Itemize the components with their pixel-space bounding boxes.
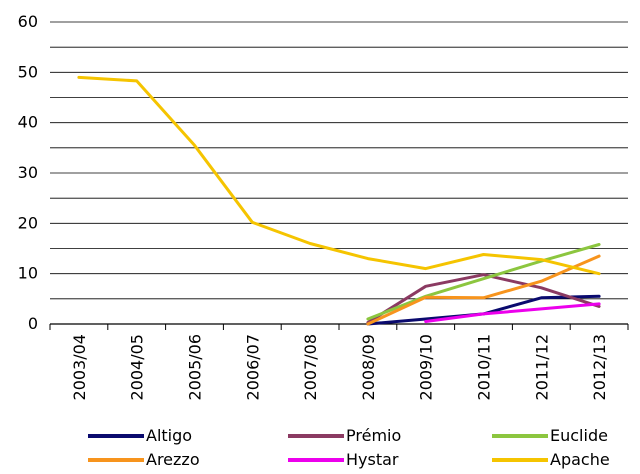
x-tick-label: 2005/06 <box>186 334 205 400</box>
x-tick-label: 2010/11 <box>475 334 494 400</box>
x-tick-label: 2009/10 <box>417 334 436 400</box>
legend-label-arezzo: Arezzo <box>146 450 200 469</box>
x-tick-label: 2006/07 <box>243 334 262 400</box>
series-line-euclide <box>366 243 601 321</box>
x-axis: 2003/04 2004/05 2005/06 2006/07 2007/08 2008/… <box>49 324 629 400</box>
series-line-arezzo <box>366 254 601 326</box>
x-tick-label: 2004/05 <box>128 334 147 400</box>
series-line-pr-mio <box>366 273 601 324</box>
y-tick-label: 10 <box>18 264 38 283</box>
x-tick-label: 2008/09 <box>359 334 378 400</box>
y-tick-label: 0 <box>28 314 38 333</box>
x-tick-label: 2007/08 <box>301 334 320 400</box>
series-line-hystar <box>424 302 601 323</box>
legend-label-pr-mio: Prémio <box>346 426 401 445</box>
legend-label-altigo: Altigo <box>146 426 192 445</box>
legend-label-euclide: Euclide <box>550 426 608 445</box>
y-tick-label: 30 <box>18 163 38 182</box>
legend-label-apache: Apache <box>550 450 610 469</box>
x-tick-label: 2012/13 <box>590 334 609 400</box>
y-tick-label: 40 <box>18 113 38 132</box>
series-line-apache <box>77 75 601 276</box>
x-tick-label: 2011/12 <box>532 334 551 400</box>
legend-label-hystar: Hystar <box>346 450 399 469</box>
y-tick-label: 60 <box>18 12 38 31</box>
y-tick-label: 50 <box>18 62 38 81</box>
y-axis-ticks: 0 10 20 30 40 50 60 <box>18 12 38 333</box>
y-tick-label: 20 <box>18 213 38 232</box>
legend: Altigo Prémio Euclide Arezzo Hystar Apache <box>88 426 610 469</box>
x-tick-label: 2003/04 <box>70 334 89 400</box>
gridlines <box>50 21 628 325</box>
series-lines <box>77 75 601 326</box>
